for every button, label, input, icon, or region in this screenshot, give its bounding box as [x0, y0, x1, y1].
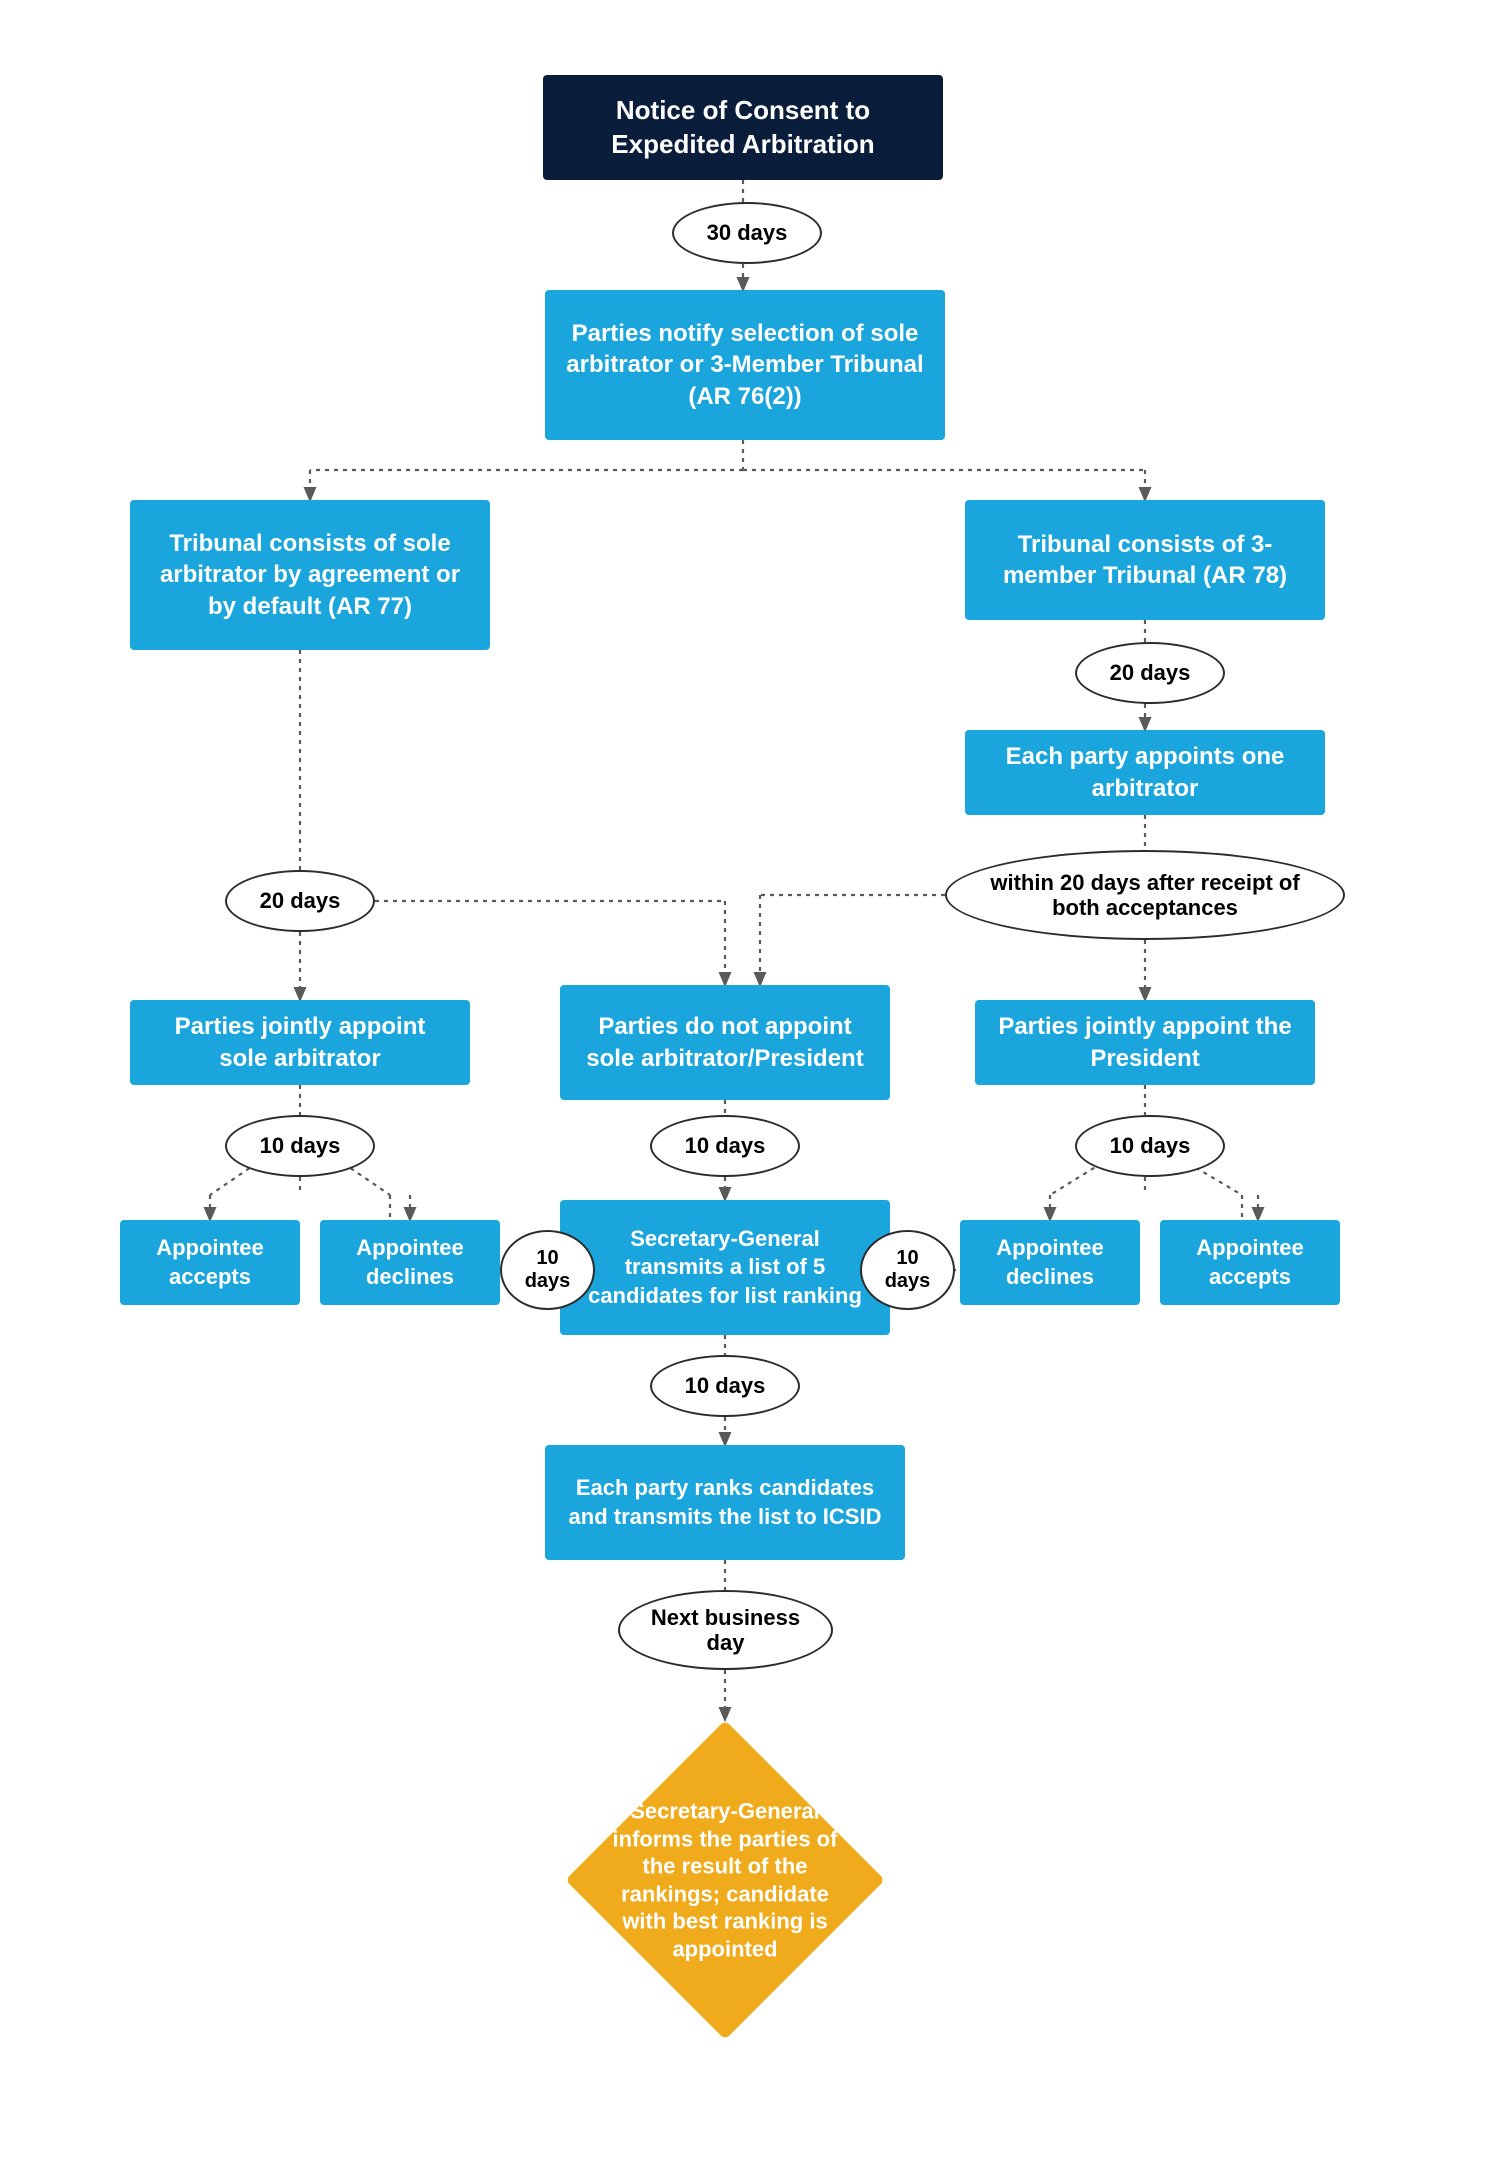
node-text: Tribunal consists of 3-member Tribunal (…: [983, 529, 1307, 591]
flowchart-canvas: Notice of Consent to Expedited Arbitrati…: [0, 0, 1488, 2170]
node-text: Tribunal consists of sole arbitrator by …: [148, 528, 472, 622]
label-10-days-mid: 10 days: [650, 1115, 800, 1177]
node-appointee-declines-l: Appointee declines: [320, 1220, 500, 1305]
ellipse-text: 10 days: [520, 1247, 575, 1293]
ellipse-text: 10 days: [1110, 1133, 1191, 1158]
ellipse-text: 20 days: [260, 888, 341, 913]
node-sole-arbitrator: Tribunal consists of sole arbitrator by …: [130, 500, 490, 650]
node-text: Each party appoints one arbitrator: [983, 741, 1307, 803]
ellipse-text: Next business day: [638, 1605, 813, 1656]
label-10-days-left: 10 days: [225, 1115, 375, 1177]
diamond-text: Secretary-General informs the parties of…: [597, 1798, 853, 1963]
ellipse-text: within 20 days after receipt of both acc…: [965, 870, 1325, 921]
node-text: Parties do not appoint sole arbitrator/P…: [578, 1011, 872, 1073]
node-sg-transmits-list: Secretary-General transmits a list of 5 …: [560, 1200, 890, 1335]
node-text: Secretary-General transmits a list of 5 …: [578, 1225, 872, 1311]
node-appointee-accepts-r: Appointee accepts: [1160, 1220, 1340, 1305]
ellipse-text: 10 days: [880, 1247, 935, 1293]
ellipse-text: 10 days: [685, 1373, 766, 1398]
label-10-days-h-l: 10 days: [500, 1230, 595, 1310]
label-30-days: 30 days: [672, 202, 822, 264]
ellipse-text: 10 days: [685, 1133, 766, 1158]
ellipse-text: 30 days: [707, 220, 788, 245]
node-jointly-appoint-sole: Parties jointly appoint sole arbitrator: [130, 1000, 470, 1085]
node-text: Notice of Consent to Expedited Arbitrati…: [561, 94, 925, 162]
node-parties-rank: Each party ranks candidates and transmit…: [545, 1445, 905, 1560]
node-text: Each party ranks candidates and transmit…: [563, 1474, 887, 1531]
node-text: Parties jointly appoint sole arbitrator: [148, 1011, 452, 1073]
label-20-days-left: 20 days: [225, 870, 375, 932]
ellipse-text: 10 days: [260, 1133, 341, 1158]
ellipse-text: 20 days: [1110, 660, 1191, 685]
node-3member-tribunal: Tribunal consists of 3-member Tribunal (…: [965, 500, 1325, 620]
node-text: Parties notify selection of sole arbitra…: [563, 318, 927, 412]
node-text: Parties jointly appoint the President: [993, 1011, 1297, 1073]
node-parties-notify: Parties notify selection of sole arbitra…: [545, 290, 945, 440]
node-jointly-appoint-pres: Parties jointly appoint the President: [975, 1000, 1315, 1085]
label-next-business-day: Next business day: [618, 1590, 833, 1670]
node-do-not-appoint: Parties do not appoint sole arbitrator/P…: [560, 985, 890, 1100]
label-10-days-h-r: 10 days: [860, 1230, 955, 1310]
label-10-days-lower: 10 days: [650, 1355, 800, 1417]
node-text: Appointee accepts: [138, 1234, 282, 1291]
node-text: Appointee accepts: [1178, 1234, 1322, 1291]
node-notice-consent: Notice of Consent to Expedited Arbitrati…: [543, 75, 943, 180]
node-sg-informs-result: Secretary-General informs the parties of…: [565, 1720, 885, 2040]
node-appointee-declines-r: Appointee declines: [960, 1220, 1140, 1305]
node-appointee-accepts-l: Appointee accepts: [120, 1220, 300, 1305]
label-10-days-right: 10 days: [1075, 1115, 1225, 1177]
node-text: Appointee declines: [978, 1234, 1122, 1291]
label-within-20-days: within 20 days after receipt of both acc…: [945, 850, 1345, 940]
node-text: Appointee declines: [338, 1234, 482, 1291]
label-20-days-right: 20 days: [1075, 642, 1225, 704]
node-each-party-appoints: Each party appoints one arbitrator: [965, 730, 1325, 815]
